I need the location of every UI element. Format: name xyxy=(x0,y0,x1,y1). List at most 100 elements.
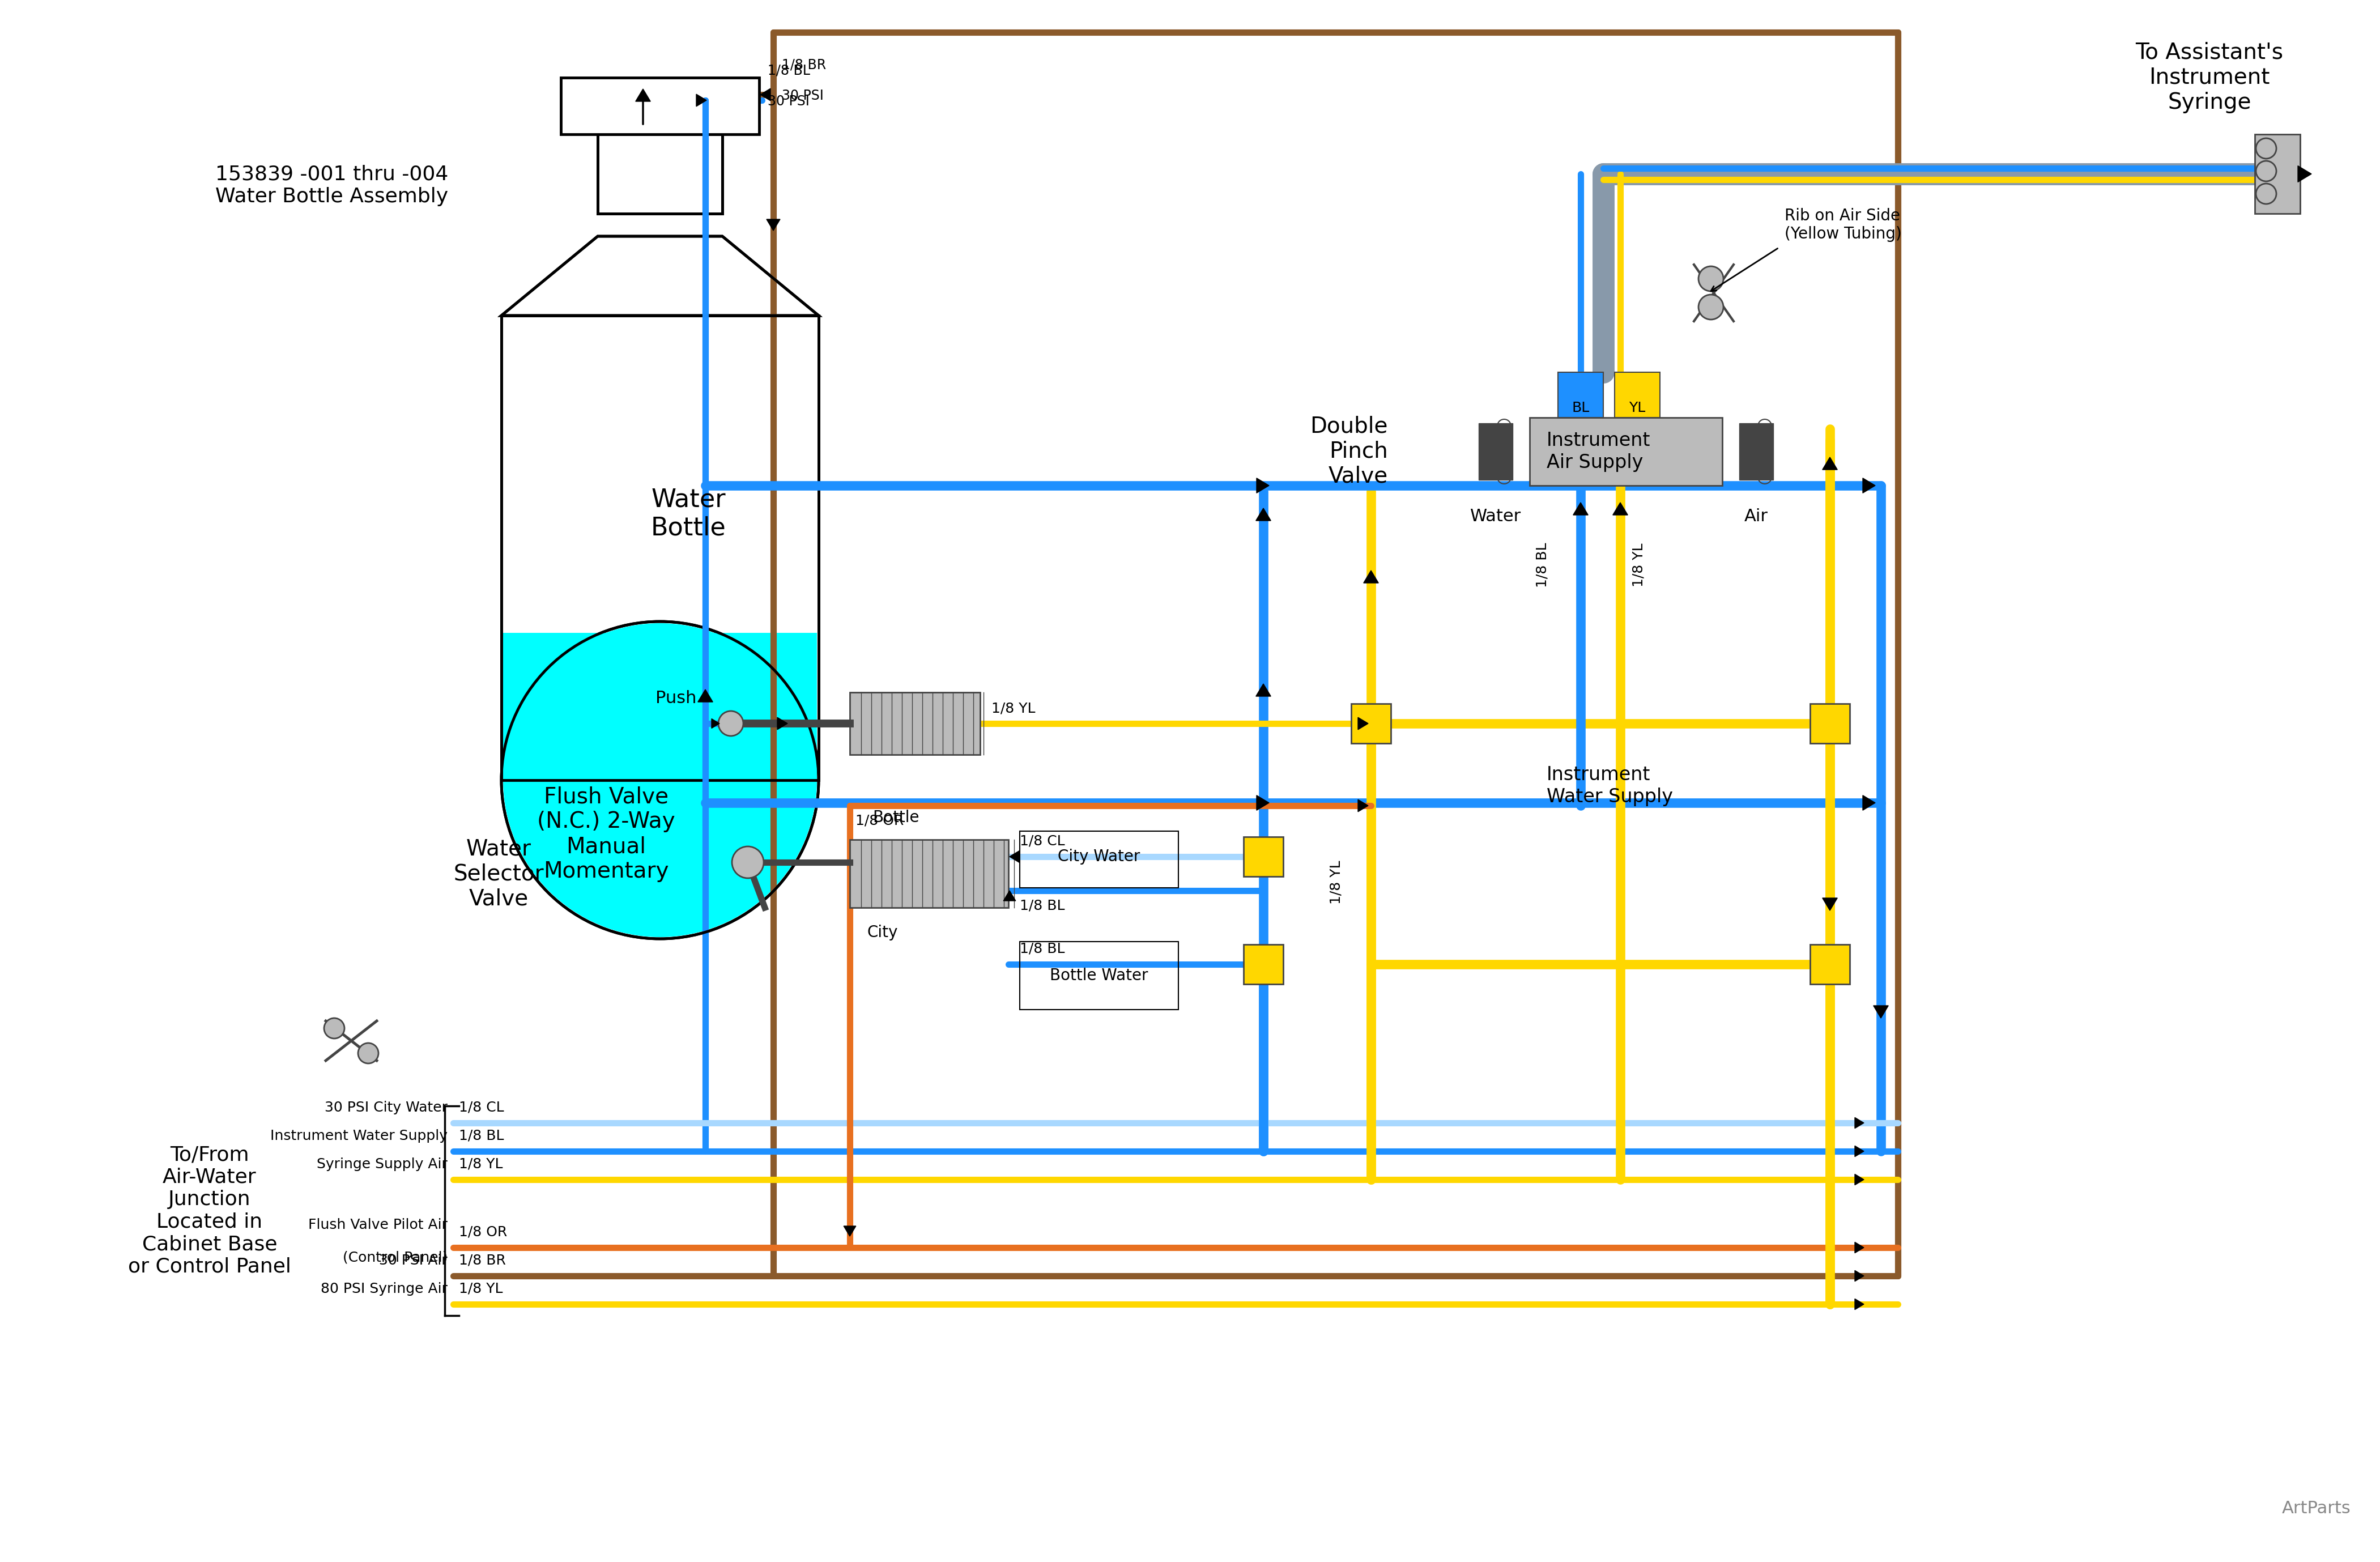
Polygon shape xyxy=(1573,503,1587,515)
Bar xyxy=(850,692,981,754)
Text: 1/8 CL: 1/8 CL xyxy=(459,1101,505,1114)
Bar xyxy=(850,840,1009,908)
Text: Instrument Water Supply: Instrument Water Supply xyxy=(271,1129,447,1143)
Bar xyxy=(502,316,819,779)
Text: 1/8 BL: 1/8 BL xyxy=(1019,942,1064,956)
Polygon shape xyxy=(1614,503,1628,515)
Circle shape xyxy=(2256,184,2275,205)
Text: 80 PSI Syringe Air: 80 PSI Syringe Air xyxy=(321,1282,447,1296)
Text: Instrument
Air Supply: Instrument Air Supply xyxy=(1547,431,1649,472)
Bar xyxy=(1352,703,1390,744)
Text: YL: YL xyxy=(1628,401,1645,415)
Polygon shape xyxy=(1864,795,1875,811)
Text: 1/8 OR: 1/8 OR xyxy=(459,1226,507,1239)
Circle shape xyxy=(1699,295,1723,320)
Text: 153839 -001 thru -004
Water Bottle Assembly: 153839 -001 thru -004 Water Bottle Assem… xyxy=(214,164,447,206)
Polygon shape xyxy=(1854,1147,1864,1157)
Text: 30 PSI Air: 30 PSI Air xyxy=(378,1254,447,1267)
Text: Push: Push xyxy=(657,690,697,706)
Bar xyxy=(1242,945,1283,984)
Bar xyxy=(2254,134,2299,214)
Polygon shape xyxy=(2297,166,2311,183)
Text: 1/8 YL: 1/8 YL xyxy=(459,1157,502,1172)
Polygon shape xyxy=(635,89,650,102)
Text: To Assistant's
Instrument
Syringe: To Assistant's Instrument Syringe xyxy=(2135,42,2282,114)
Text: Instrument
Water Supply: Instrument Water Supply xyxy=(1547,765,1673,806)
Circle shape xyxy=(1699,266,1723,291)
Bar xyxy=(1495,423,1514,480)
Ellipse shape xyxy=(502,623,816,937)
Text: Water
Selector
Valve: Water Selector Valve xyxy=(452,837,543,909)
Polygon shape xyxy=(712,719,719,728)
Polygon shape xyxy=(1854,1270,1864,1281)
Text: 1/8 BL: 1/8 BL xyxy=(769,64,809,78)
Text: ArtParts: ArtParts xyxy=(2282,1500,2351,1517)
Polygon shape xyxy=(1257,684,1271,697)
Polygon shape xyxy=(1854,1242,1864,1253)
Text: 30 PSI City Water: 30 PSI City Water xyxy=(324,1101,447,1114)
Bar xyxy=(1811,945,1849,984)
Bar xyxy=(1019,942,1178,1009)
Polygon shape xyxy=(1004,890,1016,901)
Text: Double
Pinch
Valve: Double Pinch Valve xyxy=(1309,415,1388,487)
Text: 1/8 YL: 1/8 YL xyxy=(459,1282,502,1296)
Text: 30 PSI: 30 PSI xyxy=(781,89,823,103)
Bar xyxy=(1811,703,1849,744)
Polygon shape xyxy=(1359,800,1368,812)
Bar xyxy=(1614,372,1659,417)
Bar xyxy=(562,78,759,134)
Text: Flush Valve
(N.C.) 2-Way
Manual
Momentary: Flush Valve (N.C.) 2-Way Manual Momentar… xyxy=(538,786,676,883)
Bar xyxy=(1242,837,1283,876)
Text: 1/8 YL: 1/8 YL xyxy=(1328,861,1342,904)
Ellipse shape xyxy=(502,622,819,939)
Polygon shape xyxy=(843,1226,857,1236)
Circle shape xyxy=(357,1043,378,1064)
Polygon shape xyxy=(1257,478,1269,494)
Bar xyxy=(597,134,721,214)
Bar xyxy=(502,633,816,779)
Text: Air: Air xyxy=(1745,508,1768,525)
Polygon shape xyxy=(1257,795,1269,811)
Text: Bottle: Bottle xyxy=(873,809,919,825)
Polygon shape xyxy=(1864,478,1875,494)
Circle shape xyxy=(719,711,743,736)
Text: 1/8 BR: 1/8 BR xyxy=(459,1254,507,1267)
Polygon shape xyxy=(1359,717,1368,729)
Polygon shape xyxy=(1364,570,1378,583)
Text: 1/8 YL: 1/8 YL xyxy=(992,701,1035,715)
Polygon shape xyxy=(697,94,707,106)
Polygon shape xyxy=(1823,898,1837,911)
Circle shape xyxy=(733,847,764,878)
Polygon shape xyxy=(1823,458,1837,470)
Text: Rib on Air Side
(Yellow Tubing): Rib on Air Side (Yellow Tubing) xyxy=(1785,208,1902,242)
Text: 1/8 BR: 1/8 BR xyxy=(781,58,826,72)
Polygon shape xyxy=(766,219,781,231)
Polygon shape xyxy=(697,689,714,701)
Text: 1/8 OR: 1/8 OR xyxy=(854,814,904,828)
Text: Bottle Water: Bottle Water xyxy=(1050,968,1147,984)
Polygon shape xyxy=(1257,508,1271,520)
Circle shape xyxy=(2256,161,2275,181)
Text: 1/8 BL: 1/8 BL xyxy=(1535,542,1549,587)
Bar xyxy=(597,134,721,214)
Text: 30 PSI: 30 PSI xyxy=(769,95,809,108)
Bar xyxy=(1019,831,1178,887)
Text: 1/8 BL: 1/8 BL xyxy=(459,1129,505,1143)
Polygon shape xyxy=(1873,1006,1887,1018)
Polygon shape xyxy=(1854,1298,1864,1309)
Polygon shape xyxy=(502,236,819,316)
Polygon shape xyxy=(1009,851,1019,862)
Text: 1/8 BL: 1/8 BL xyxy=(1019,900,1064,912)
Bar xyxy=(502,316,819,779)
Polygon shape xyxy=(1854,1175,1864,1186)
Bar xyxy=(1530,417,1723,486)
Circle shape xyxy=(324,1018,345,1039)
Text: 1/8 CL: 1/8 CL xyxy=(1019,834,1064,848)
Text: (Control Panel): (Control Panel) xyxy=(343,1251,447,1264)
Text: 1/8 YL: 1/8 YL xyxy=(1633,544,1645,587)
Bar xyxy=(1478,423,1495,480)
Text: Syringe Supply Air: Syringe Supply Air xyxy=(317,1157,447,1172)
Text: To/From
Air-Water
Junction
Located in
Cabinet Base
or Control Panel: To/From Air-Water Junction Located in Ca… xyxy=(129,1145,290,1276)
Circle shape xyxy=(2256,139,2275,159)
Bar xyxy=(1559,372,1604,417)
